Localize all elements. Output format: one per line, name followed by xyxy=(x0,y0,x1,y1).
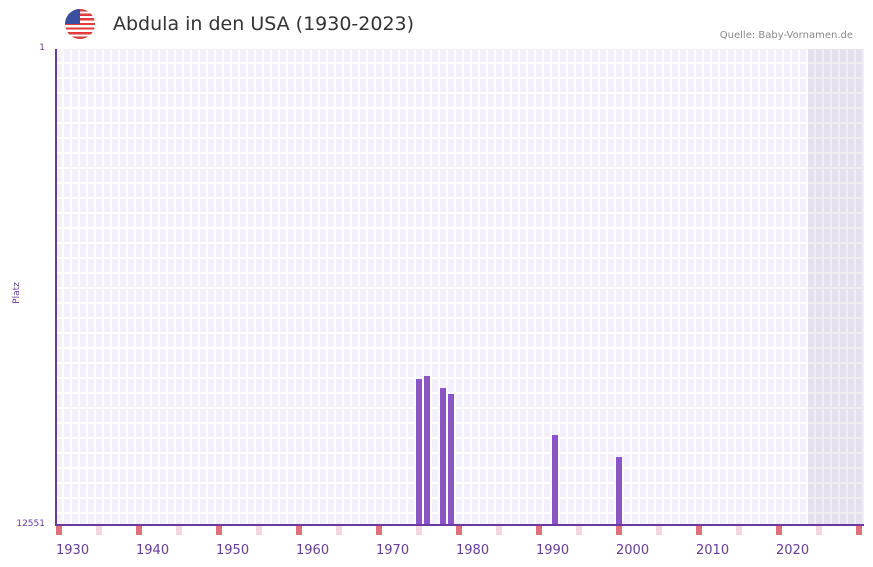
x-tick-label: 2000 xyxy=(616,543,650,558)
y-tick-top: 1 xyxy=(39,43,45,53)
bar-1974[interactable] xyxy=(424,375,430,525)
year-marker xyxy=(616,526,622,535)
year-marker xyxy=(536,526,542,535)
y-axis-label: Platz xyxy=(12,282,22,304)
x-tick-label: 1990 xyxy=(536,543,570,558)
x-tick-label: 2020 xyxy=(776,543,810,558)
year-marker xyxy=(416,526,422,535)
x-tick-label: 1980 xyxy=(456,543,490,558)
x-axis xyxy=(55,524,864,526)
year-marker xyxy=(576,526,582,535)
year-marker xyxy=(496,526,502,535)
y-axis xyxy=(55,49,57,526)
year-marker xyxy=(776,526,782,535)
plot-area xyxy=(56,49,864,525)
year-marker xyxy=(336,526,342,535)
year-marker xyxy=(736,526,742,535)
bar-1990[interactable] xyxy=(552,435,558,525)
year-marker xyxy=(376,526,382,535)
year-marker xyxy=(856,526,862,535)
year-marker xyxy=(96,526,102,535)
bar-1976[interactable] xyxy=(440,388,446,525)
x-tick-label: 1930 xyxy=(56,543,90,558)
bar-1977[interactable] xyxy=(448,394,454,525)
year-marker xyxy=(696,526,702,535)
bar-1998[interactable] xyxy=(616,457,622,525)
year-marker xyxy=(176,526,182,535)
x-tick-label: 1970 xyxy=(376,543,410,558)
year-marker xyxy=(216,526,222,535)
year-marker xyxy=(456,526,462,535)
y-tick-bottom: 12551 xyxy=(16,519,45,529)
year-marker xyxy=(256,526,262,535)
year-marker xyxy=(656,526,662,535)
year-marker xyxy=(816,526,822,535)
bar-1973[interactable] xyxy=(416,378,422,525)
year-markers xyxy=(56,526,864,535)
source-label: Quelle: Baby-Vornamen.de xyxy=(719,30,853,41)
x-tick-label: 1960 xyxy=(296,543,330,558)
usa-flag-icon xyxy=(65,9,95,39)
future-years-shade xyxy=(808,49,864,525)
year-marker xyxy=(296,526,302,535)
year-marker xyxy=(136,526,142,535)
x-tick-label: 2010 xyxy=(696,543,730,558)
chart-title: Abdula in den USA (1930-2023) xyxy=(113,13,415,35)
x-tick-label: 1940 xyxy=(136,543,170,558)
year-marker xyxy=(56,526,62,535)
x-tick-label: 1950 xyxy=(216,543,250,558)
